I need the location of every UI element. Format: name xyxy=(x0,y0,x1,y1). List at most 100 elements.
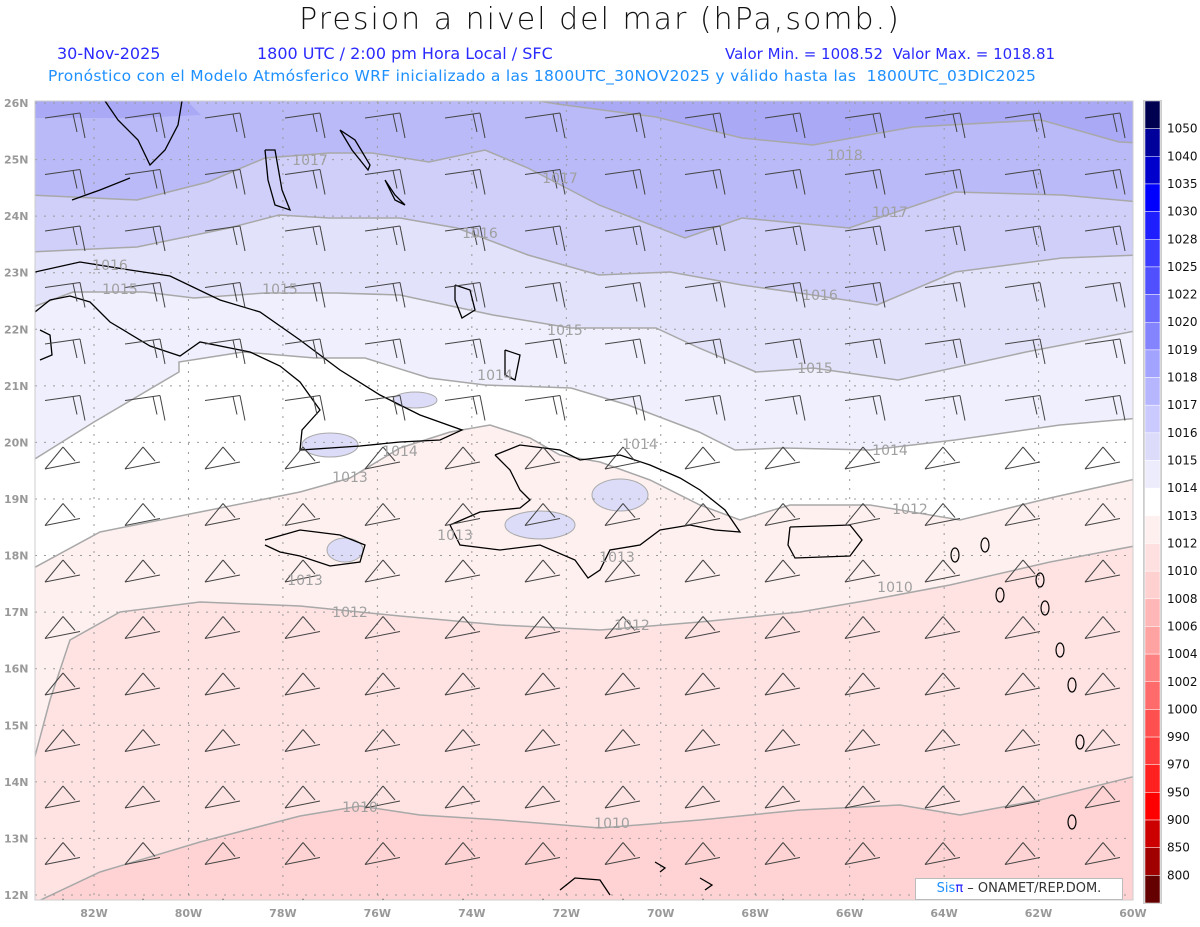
barb-flag xyxy=(142,559,156,575)
latitude-label: 14N xyxy=(4,776,29,789)
barb-flag xyxy=(782,898,785,900)
barb-flag xyxy=(622,559,636,575)
barb-flag xyxy=(364,785,384,809)
wind-barb-icon xyxy=(284,842,321,865)
barb-staff xyxy=(444,687,481,696)
barb-staff xyxy=(524,338,561,345)
barb-flag xyxy=(444,559,464,583)
barb-flag xyxy=(284,785,304,809)
barb-staff xyxy=(284,338,321,345)
wind-barb-icon xyxy=(444,842,481,865)
barb-flag xyxy=(312,113,318,133)
barb-flag xyxy=(312,170,318,189)
barb-staff xyxy=(1004,857,1041,865)
wind-barb-icon xyxy=(284,282,326,308)
barb-flag xyxy=(79,112,86,139)
wind-barb-icon xyxy=(1084,446,1121,470)
wind-barb-icon xyxy=(924,729,961,752)
barb-staff xyxy=(444,112,481,119)
barb-flag xyxy=(542,842,556,857)
barb-flag xyxy=(72,113,78,133)
barb-flag xyxy=(1119,282,1126,308)
barb-flag xyxy=(1039,338,1046,365)
longitude-label: 68W xyxy=(741,907,768,920)
barb-flag xyxy=(444,503,464,526)
barb-staff xyxy=(924,518,961,526)
barb-flag xyxy=(364,559,384,583)
isobar-label: 1016 xyxy=(92,258,128,274)
barb-flag xyxy=(872,339,878,359)
barb-flag xyxy=(702,616,716,631)
wind-barb-icon xyxy=(61,898,65,900)
barb-flag xyxy=(552,113,558,133)
barb-flag xyxy=(622,729,636,744)
barb-flag xyxy=(479,338,486,365)
barb-flag xyxy=(552,396,558,415)
barb-flag xyxy=(622,446,636,462)
barb-staff xyxy=(124,338,161,345)
barb-staff xyxy=(844,282,881,288)
barb-flag xyxy=(302,842,316,857)
wind-barb-icon xyxy=(204,395,246,421)
barb-staff xyxy=(284,687,321,696)
barb-staff xyxy=(124,518,161,526)
barb-flag xyxy=(559,169,566,195)
wind-barb-icon xyxy=(124,503,161,526)
barb-staff xyxy=(524,518,561,526)
barb-staff xyxy=(44,338,81,345)
barb-flag xyxy=(952,396,958,415)
barb-staff xyxy=(764,574,801,583)
barb-flag xyxy=(782,842,796,857)
barb-staff xyxy=(204,461,241,470)
barb-flag xyxy=(702,672,716,688)
barb-staff xyxy=(364,574,401,583)
wind-barb-icon xyxy=(684,225,726,252)
barb-flag xyxy=(1039,112,1046,139)
wind-barb-icon xyxy=(604,729,641,752)
barb-flag xyxy=(392,226,398,246)
colorbar-label: 970 xyxy=(1167,758,1190,772)
forecast-date: 30-Nov-2025 xyxy=(57,44,161,63)
barb-staff xyxy=(764,338,801,345)
barb-flag xyxy=(319,338,326,365)
barb-flag xyxy=(559,282,566,308)
wind-barb-icon xyxy=(844,503,881,526)
wind-barb-icon xyxy=(364,729,401,752)
wind-barb-icon xyxy=(444,785,481,809)
barb-flag xyxy=(684,616,704,639)
barb-flag xyxy=(232,396,238,415)
barb-flag xyxy=(879,169,886,195)
barb-flag xyxy=(302,672,316,688)
wind-barb-icon xyxy=(44,112,86,139)
barb-flag xyxy=(524,559,544,583)
wind-barb-icon xyxy=(124,616,161,639)
barb-staff xyxy=(844,744,881,752)
barb-staff xyxy=(684,687,721,696)
barb-staff xyxy=(124,225,161,232)
isobar-1013 xyxy=(35,424,1133,569)
barb-flag xyxy=(799,395,806,421)
barb-staff xyxy=(364,800,401,809)
barb-flag xyxy=(952,283,958,302)
barb-staff xyxy=(1084,395,1121,401)
barb-flag xyxy=(622,785,636,801)
barb-flag xyxy=(312,396,318,415)
barb-flag xyxy=(844,842,864,865)
wind-barb-icon xyxy=(204,282,246,308)
barb-flag xyxy=(764,503,784,526)
barb-flag xyxy=(204,616,224,639)
barb-flag xyxy=(159,282,166,308)
barb-staff xyxy=(604,687,641,696)
wind-barb-icon xyxy=(524,338,566,365)
barb-staff xyxy=(604,112,641,119)
barb-staff xyxy=(204,631,241,639)
barb-flag xyxy=(942,729,956,744)
wind-barb-icon xyxy=(1004,169,1046,195)
isobar-label: 1018 xyxy=(827,148,863,164)
wind-barb-icon xyxy=(364,616,401,639)
colorbar: 1050 1040 1035 1030 1028 1025 1022 1020 1019 1018… xyxy=(1143,100,1198,904)
wind-barb-icon xyxy=(364,559,401,583)
barb-staff xyxy=(204,687,241,696)
colorbar-label: 800 xyxy=(1167,868,1190,882)
barb-flag xyxy=(44,446,64,470)
